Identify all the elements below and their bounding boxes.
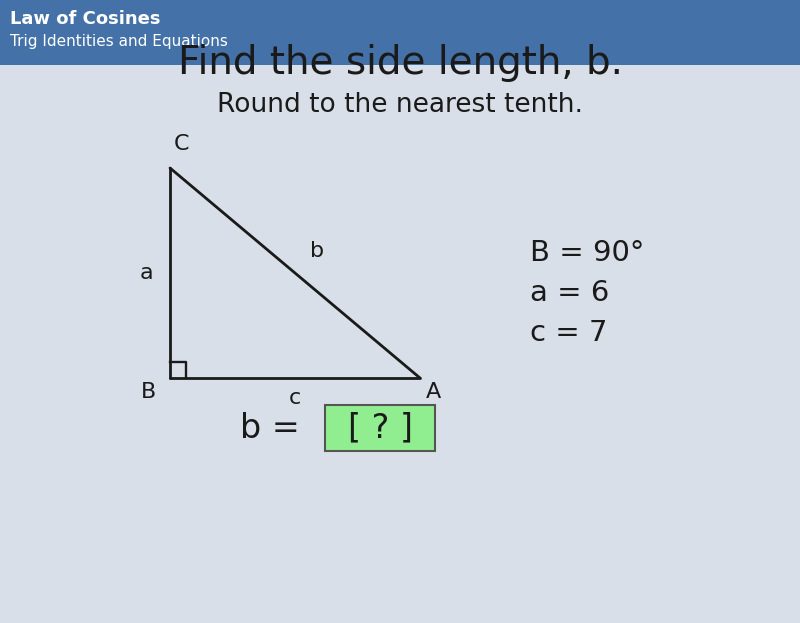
Bar — [0, 0, 800, 65]
Text: c = 7: c = 7 — [530, 319, 607, 347]
Text: Find the side length, b.: Find the side length, b. — [178, 44, 622, 82]
Text: A: A — [426, 382, 442, 402]
Text: C: C — [174, 134, 190, 154]
Text: a: a — [139, 263, 153, 283]
Text: B: B — [141, 382, 156, 402]
FancyBboxPatch shape — [325, 405, 435, 451]
Text: [ ? ]: [ ? ] — [347, 412, 413, 444]
Text: B = 90°: B = 90° — [530, 239, 644, 267]
Text: Trig Identities and Equations: Trig Identities and Equations — [10, 34, 228, 49]
Text: c: c — [289, 388, 301, 408]
Text: a = 6: a = 6 — [530, 279, 610, 307]
Text: Round to the nearest tenth.: Round to the nearest tenth. — [217, 92, 583, 118]
Text: b: b — [310, 241, 324, 261]
Text: b =: b = — [240, 412, 310, 444]
Text: Law of Cosines: Law of Cosines — [10, 10, 161, 28]
